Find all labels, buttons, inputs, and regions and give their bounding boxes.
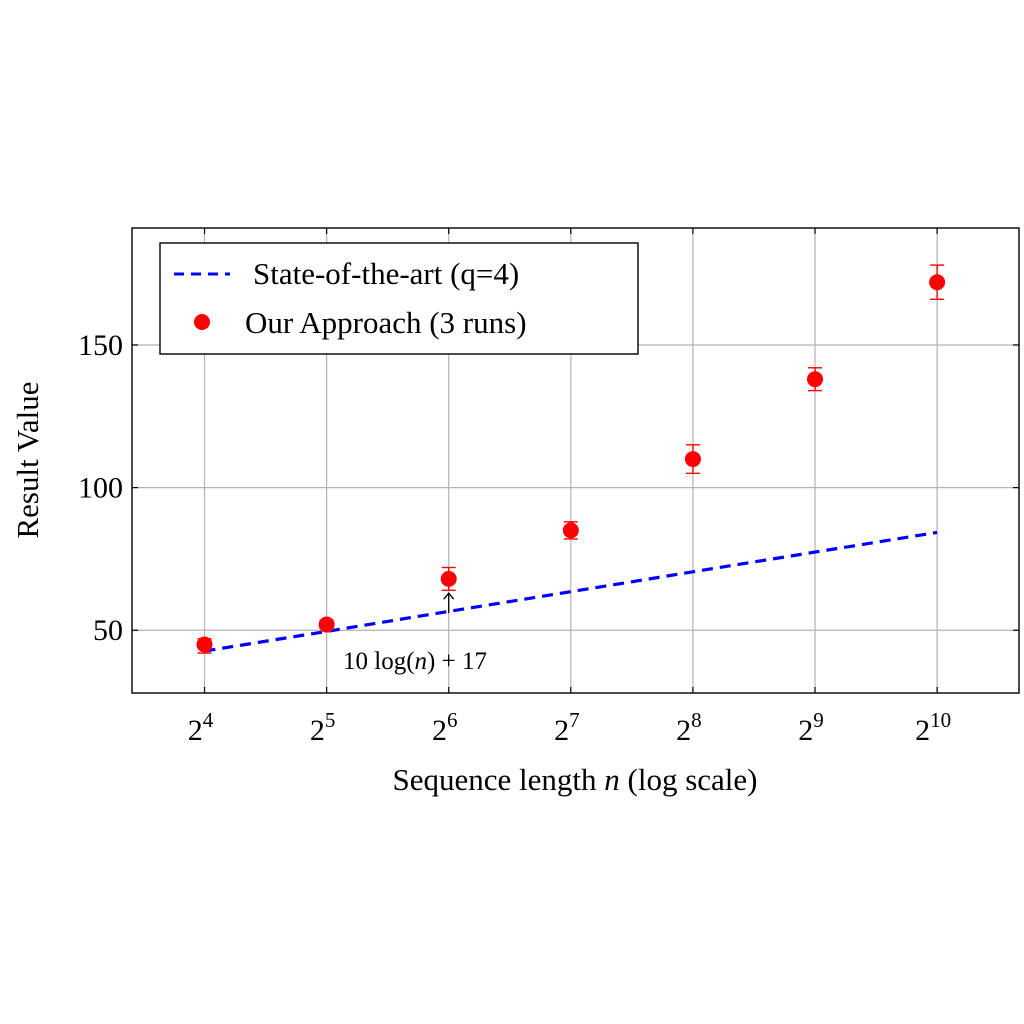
- data-point: [684, 451, 701, 468]
- legend: State-of-the-art (q=4) Our Approach (3 r…: [159, 242, 639, 355]
- annotation-label: 10 log(n) + 17: [343, 648, 487, 675]
- x-tick-labels: 24 25 26 27 28 29 210: [188, 228, 951, 747]
- annotation-arrowhead: [443, 592, 455, 600]
- legend-box: [159, 242, 639, 355]
- y-tick-label: 100: [78, 472, 123, 505]
- y-tick-label: 50: [93, 614, 123, 647]
- x-tick-label: 27: [554, 708, 580, 747]
- y-axis-label: Result Value: [10, 382, 45, 539]
- data-point: [807, 371, 824, 388]
- data-point: [929, 274, 946, 291]
- legend-label-state-of-the-art: State-of-the-art (q=4): [253, 256, 519, 291]
- x-tick-label: 26: [432, 708, 458, 747]
- annotation: [443, 592, 455, 614]
- series-line: [204, 530, 938, 653]
- legend-label-our-approach: Our Approach (3 runs): [245, 305, 527, 340]
- data-point: [562, 522, 579, 539]
- series-state-of-the-art: [204, 530, 938, 653]
- x-tick-label: 210: [915, 708, 951, 747]
- data-point: [440, 570, 457, 587]
- series-our-approach: [196, 264, 946, 654]
- plot-frame: [131, 227, 1020, 694]
- y-tick-label: 150: [78, 329, 123, 362]
- x-tick-label: 28: [676, 708, 702, 747]
- data-point: [196, 636, 213, 653]
- x-tick-label: 25: [310, 708, 336, 747]
- x-tick-label: 24: [188, 708, 214, 747]
- x-axis-label: Sequence length n (log scale): [393, 762, 758, 797]
- y-tick-labels: 50 100 150: [78, 329, 1019, 647]
- x-tick-label: 29: [798, 708, 824, 747]
- legend-marker-swatch: [194, 314, 210, 330]
- data-point: [318, 616, 335, 633]
